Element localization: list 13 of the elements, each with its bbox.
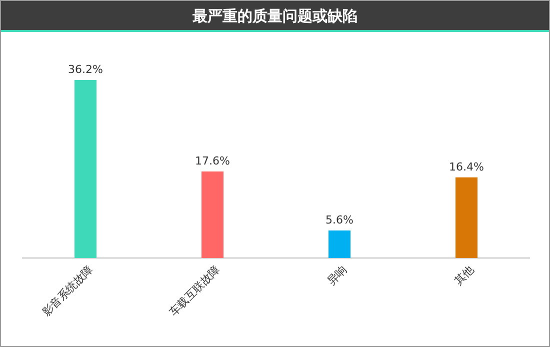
x-tick-label: 其他 — [452, 262, 477, 288]
bar — [202, 171, 224, 258]
data-label: 16.4% — [449, 160, 484, 174]
bar — [456, 177, 478, 258]
bar — [74, 80, 96, 258]
data-label: 5.6% — [326, 213, 354, 226]
x-tick-label: 车载互联故障 — [166, 262, 223, 319]
chart-title: 最严重的质量问题或缺陷 — [192, 7, 358, 25]
data-label: 17.6% — [195, 154, 230, 168]
bar — [328, 230, 350, 258]
x-tick-label: 影音系统故障 — [40, 262, 96, 319]
data-label: 36.2% — [68, 63, 103, 76]
x-tick-label: 异响 — [324, 262, 350, 288]
